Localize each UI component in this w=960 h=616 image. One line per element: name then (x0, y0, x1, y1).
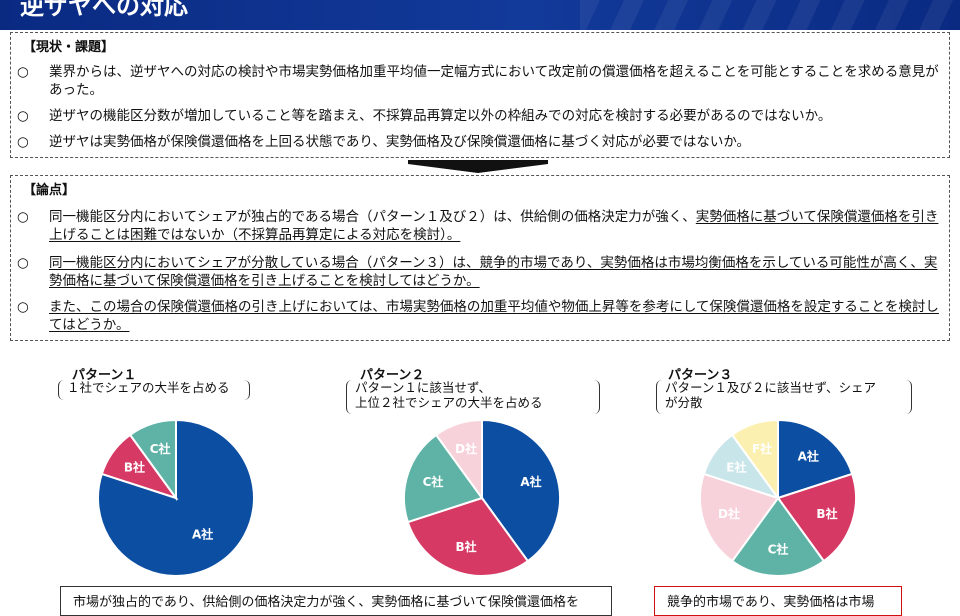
pattern-2-desc-line-1: パターン１に該当せず、 (355, 380, 492, 395)
circle-bullet-icon: ○ (17, 108, 29, 124)
pie-3-slice-a (777, 418, 854, 500)
page-title: 逆ザヤへの対応 (20, 0, 188, 20)
point-text-1a: 同一機能区分内においてシェアが独占的である場合（パターン１及び２）は、供給側の価… (49, 209, 696, 225)
pie-2-slice-b (406, 496, 530, 577)
pie-2-label-a: A社 (520, 474, 541, 489)
circle-bullet-icon: ○ (17, 134, 29, 150)
issue-text-1: 業界からは、逆ザヤへの対応の検討や市場実勢価格加重平均値一定幅方式において改定前… (49, 64, 939, 98)
current-issues-box: 【現状・課題】 ○ 業界からは、逆ザヤへの対応の検討や市場実勢価格加重平均値一定… (10, 32, 950, 158)
pattern-1-description: １社でシェアの大半を占める (58, 380, 250, 400)
pattern-3-description: パターン１及び２に該当せず、シェア が分散 (656, 380, 912, 414)
circle-bullet-icon: ○ (17, 299, 29, 315)
discussion-points-title: 【論点】 (23, 183, 76, 198)
header-banner: 逆ザヤへの対応 (0, 0, 960, 30)
point-text-1b: 実勢価格に基づいて保険償還価格を引き上げることは困難ではないか（不採算品再算定に… (49, 209, 939, 243)
pattern-3-title: パターン３ (668, 368, 733, 383)
pattern-1-title: パターン１ (72, 368, 137, 383)
current-issues-title: 【現状・課題】 (23, 40, 115, 55)
pie-2-label-c: C社 (423, 474, 444, 489)
point-text-3: また、この場合の保険償還価格の引き上げにおいては、市場実勢価格の加重平均値や物価… (49, 299, 939, 333)
pie-3-slice-b (776, 472, 857, 563)
pie-3-label-c: C社 (768, 542, 789, 557)
competitive-note-box: 競争的市場であり、実勢価格は市場 (654, 586, 902, 616)
pie-2-slice-d (434, 418, 483, 502)
pie-2-slice-a (481, 418, 561, 563)
pie-1-slice-c (128, 418, 177, 502)
pattern-2-pie-chart: A社 B社 C社 D社 (403, 418, 561, 577)
circle-bullet-icon: ○ (17, 209, 29, 225)
pie-1-label-b: B社 (124, 460, 145, 475)
monopoly-note-box: 市場が独占的であり、供給側の価格決定力が強く、実勢価格に基づいて保険償還価格を (60, 586, 612, 616)
issue-text-2: 逆ザヤの機能区分数が増加していること等を踏まえ、不採算品再算定以外の枠組みでの対… (49, 108, 832, 124)
pie-3-label-f: F社 (752, 441, 772, 456)
pattern-1-desc-line: １社でシェアの大半を占める (67, 380, 230, 395)
point-text-2: 同一機能区分内においてシェアが分散している場合（パターン３）は、競争的市場であり… (49, 255, 938, 289)
issue-text-3: 逆ザヤは実勢価格が保険償還価格を上回る状態であり、実勢価格及び保険償還価格に基づ… (49, 134, 751, 150)
pattern-3-desc-line-2: が分散 (665, 395, 703, 410)
circle-bullet-icon: ○ (17, 255, 29, 271)
header-decoration (580, 0, 960, 30)
pie-1-label-a: A社 (192, 527, 213, 542)
pie-1-label-c: C社 (150, 441, 171, 456)
pattern-3-desc-line-1: パターン１及び２に該当せず、シェア (665, 380, 877, 395)
circle-bullet-icon: ○ (17, 64, 29, 80)
pie-2-label-b: B社 (456, 539, 477, 554)
pattern-1-pie-chart: A社 B社 C社 (97, 418, 255, 577)
discussion-points-box: 【論点】 ○ 同一機能区分内においてシェアが独占的である場合（パターン１及び２）… (10, 175, 950, 341)
pattern-2-desc-line-2: 上位２社でシェアの大半を占める (355, 395, 543, 410)
pie-3-slice-f (730, 418, 779, 502)
pie-3-label-e: E社 (726, 460, 746, 475)
pattern-2-title: パターン２ (360, 368, 425, 383)
down-arrow-icon (408, 160, 548, 173)
pie-2-label-d: D社 (455, 441, 477, 456)
pattern-2-description: パターン１に該当せず、 上位２社でシェアの大半を占める (346, 380, 600, 414)
pie-2-slice-c (403, 433, 484, 524)
pie-3-label-a: A社 (798, 448, 819, 463)
pattern-3-pie-chart: A社 B社 C社 D社 E社 F社 (699, 418, 857, 577)
pie-3-label-b: B社 (816, 506, 837, 521)
pie-3-slice-c (730, 496, 826, 577)
pie-3-label-d: D社 (718, 506, 740, 521)
pie-3-slice-d (699, 472, 780, 563)
